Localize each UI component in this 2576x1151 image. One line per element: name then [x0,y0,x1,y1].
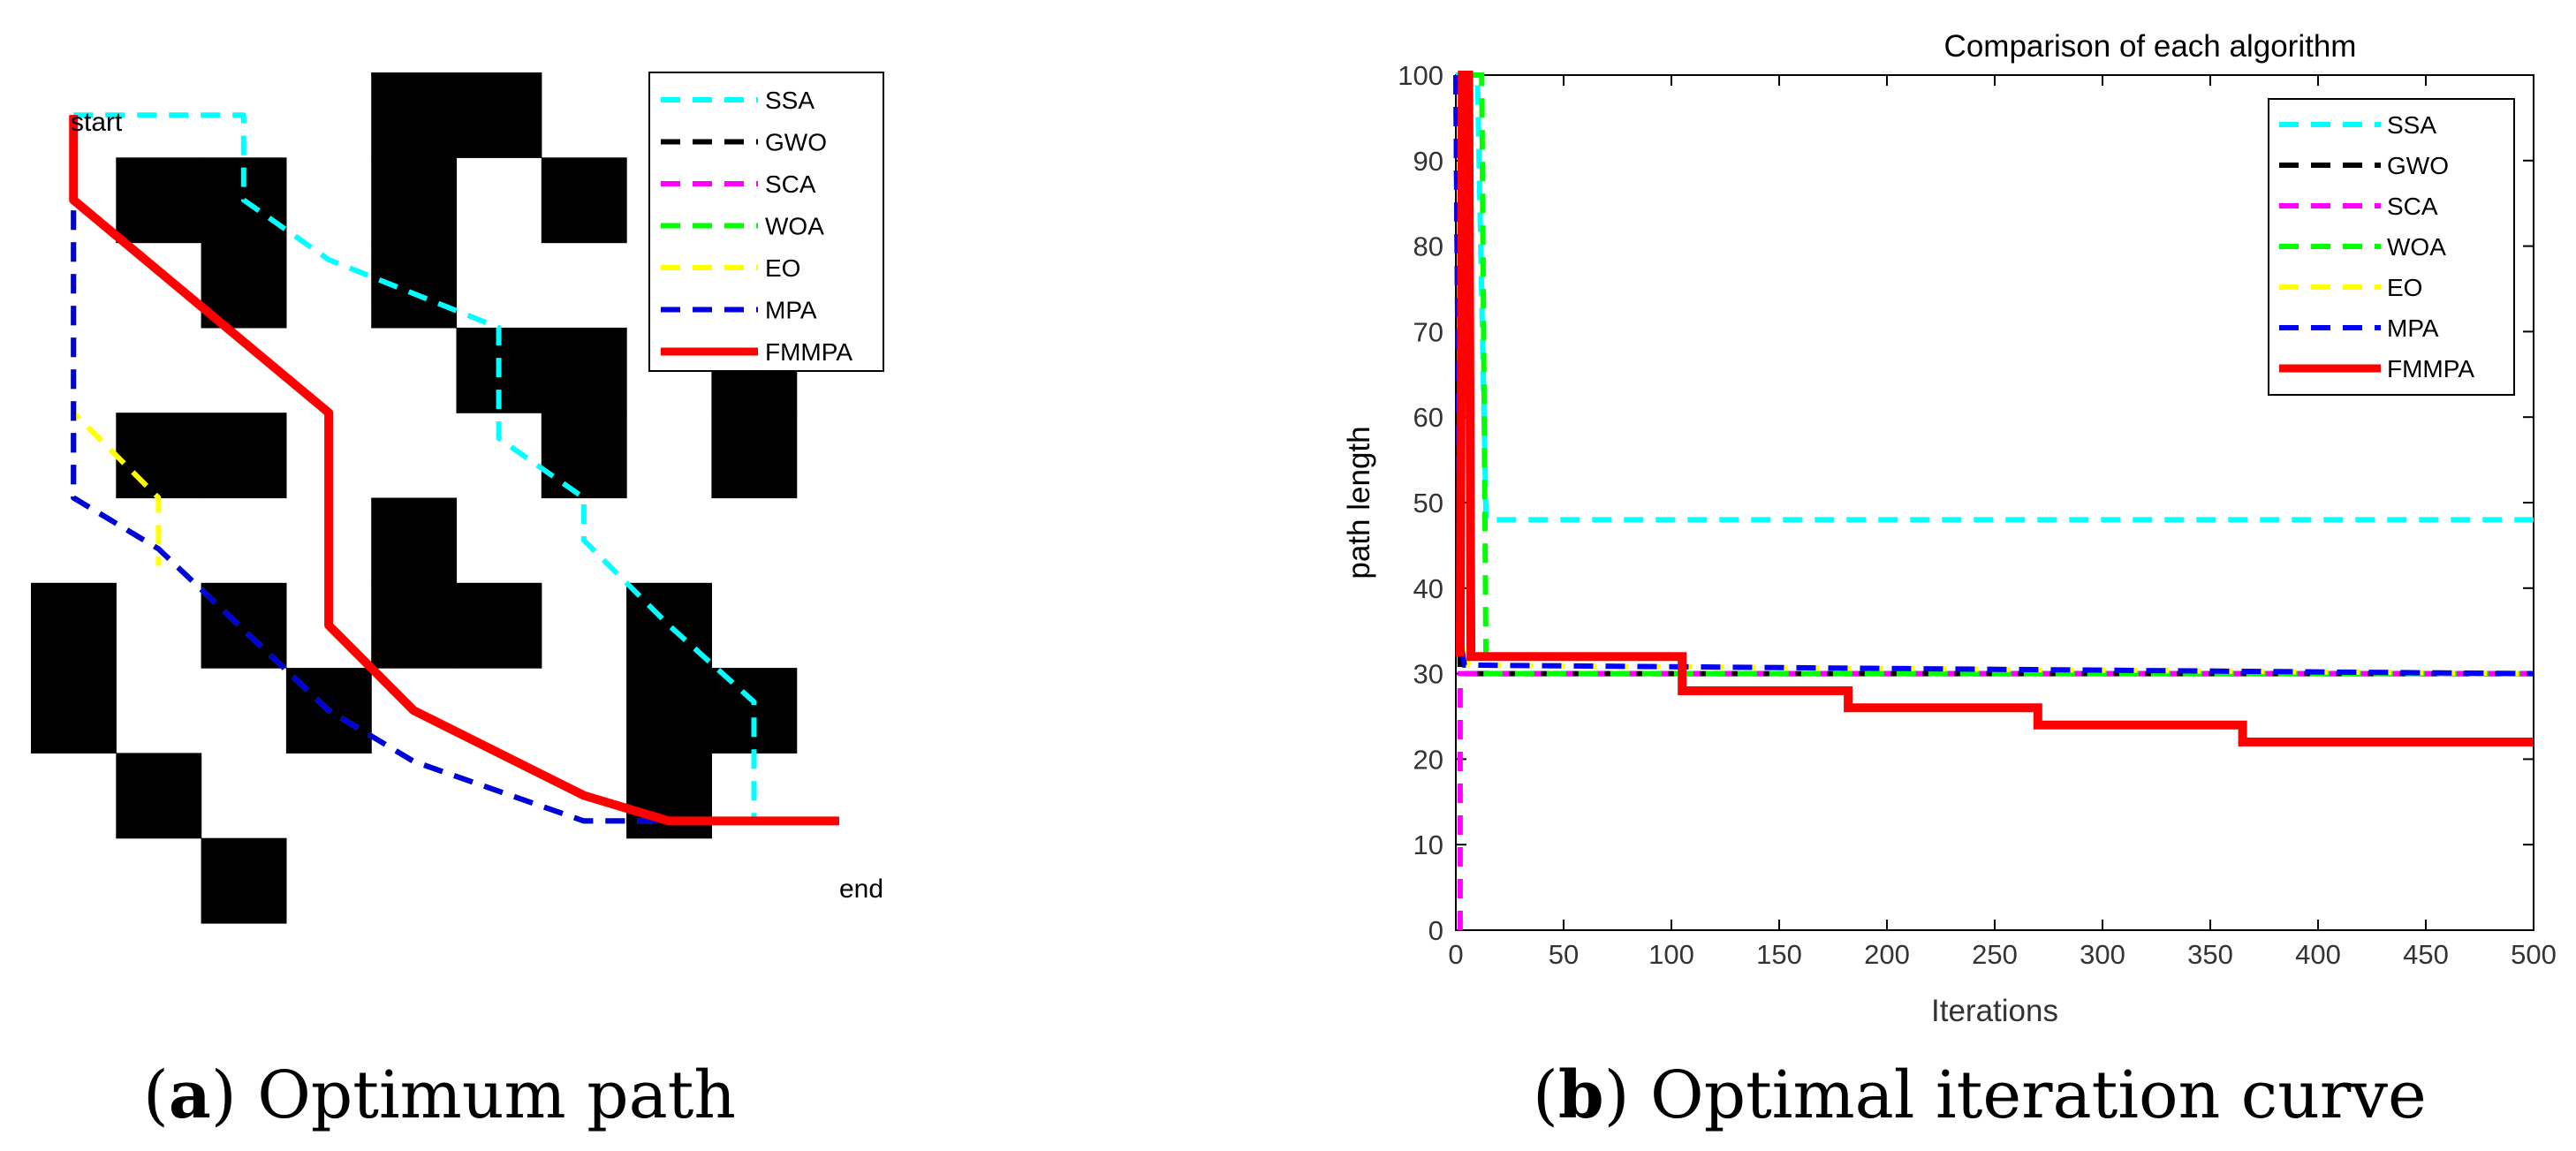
curves [1453,71,2534,930]
x-tick-label: 350 [2187,939,2233,970]
y-tick-label: 0 [1428,915,1443,946]
obstacle-cell [201,413,287,499]
legend-a-label-ssa: SSA [765,87,814,114]
curve-sca [1457,670,2534,930]
legend-b-label-gwo: GWO [2387,152,2449,179]
obstacle-cell [541,413,627,499]
y-tick-label: 60 [1413,402,1443,433]
y-axis-label: path length [1342,426,1376,579]
y-tick-label: 50 [1413,488,1443,519]
legend-a-box [648,72,884,372]
paths [69,112,839,826]
y-tick-label: 80 [1413,231,1443,262]
legend-b-box [2268,98,2515,396]
legend-a-label-sca: SCA [765,170,816,198]
x-tick-label: 0 [1448,939,1463,970]
y-tick-label: 30 [1413,659,1443,690]
legend-b-label-fmmpa: FMMPA [2387,355,2474,382]
x-tick-label: 150 [1756,939,1802,970]
caption-a-label: a [169,1057,211,1133]
curve-woa [1473,72,2534,677]
legend-a-label-eo: EO [765,254,800,282]
x-tick-label: 400 [2295,939,2341,970]
y-tick-label: 90 [1413,146,1443,177]
x-tick-label: 500 [2511,939,2557,970]
obstacle-cell [711,413,798,499]
caption-b-label: b [1558,1057,1604,1133]
y-tick-label: 10 [1413,829,1443,860]
start-label: start [71,108,123,137]
obstacle-cell [31,668,117,753]
path-ssa [73,112,757,822]
legend-a-label-fmmpa: FMMPA [765,338,852,366]
obstacle-cell [201,837,287,924]
obstacle-cell [456,582,542,669]
caption-b-text: Optimal iteration curve [1650,1057,2427,1133]
y-tick-label: 100 [1398,60,1443,91]
legend-b-label-ssa: SSA [2387,111,2436,139]
x-tick-label: 100 [1648,939,1694,970]
x-tick-label: 200 [1864,939,1910,970]
legend-b-label-eo: EO [2387,274,2422,301]
curve-fmmpa [1455,71,2534,746]
x-tick-label: 250 [1972,939,2018,970]
obstacle-cell [456,72,542,158]
obstacle-cell [371,582,458,669]
obstacle-cell [116,413,202,499]
obstacle-cell [371,72,458,158]
x-tick-label: 300 [2080,939,2125,970]
x-tick-label: 450 [2403,939,2449,970]
chart-title: Comparison of each algorithm [1944,29,2357,64]
obstacle-grid [31,72,798,924]
obstacle-cell [371,157,458,244]
iteration-curve-panel: Comparison of each algorithm 0 50 100 150 20… [1342,29,2557,1133]
obstacle-cell [31,582,117,669]
legend-a: SSA GWO SCA WOA EO MPA FMMPA [648,72,884,372]
caption-a-text: Optimum path [257,1057,736,1133]
obstacle-cell [626,668,712,753]
legend-b-label-woa: WOA [2387,233,2446,261]
obstacle-cell [541,327,627,413]
optimum-path-panel: start end SSA GWO SCA WOA EO MPA FMMPA (a) Opt… [31,72,884,1133]
obstacle-cell [116,157,202,244]
legend-a-label-woa: WOA [765,213,824,240]
path-mpa [71,115,839,824]
legend-a-label-mpa: MPA [765,297,817,324]
axis-ticks: 0 50 100 150 200 250 300 350 400 450 500 0 10 20 30 40 5… [1398,60,2557,970]
caption-a: (a) Optimum path [143,1057,736,1133]
y-tick-label: 40 [1413,573,1443,604]
legend-a-label-gwo: GWO [765,129,827,156]
obstacle-cell [626,753,712,839]
obstacle-cell [371,497,458,584]
path-fmmpa [69,115,839,826]
y-tick-label: 20 [1413,744,1443,775]
obstacle-cell [541,157,627,244]
obstacle-cell [116,753,202,839]
end-label: end [839,875,883,904]
y-tick-label: 70 [1413,316,1443,347]
x-tick-label: 50 [1549,939,1579,970]
obstacle-cell [371,242,458,329]
obstacle-cell [711,668,798,753]
caption-b: (b) Optimal iteration curve [1533,1057,2427,1133]
legend-b-label-sca: SCA [2387,193,2438,220]
legend-b-label-mpa: MPA [2387,314,2439,342]
legend-b: SSA GWO SCA WOA EO MPA FMMPA [2268,98,2515,396]
x-axis-label: Iterations [1931,994,2058,1028]
